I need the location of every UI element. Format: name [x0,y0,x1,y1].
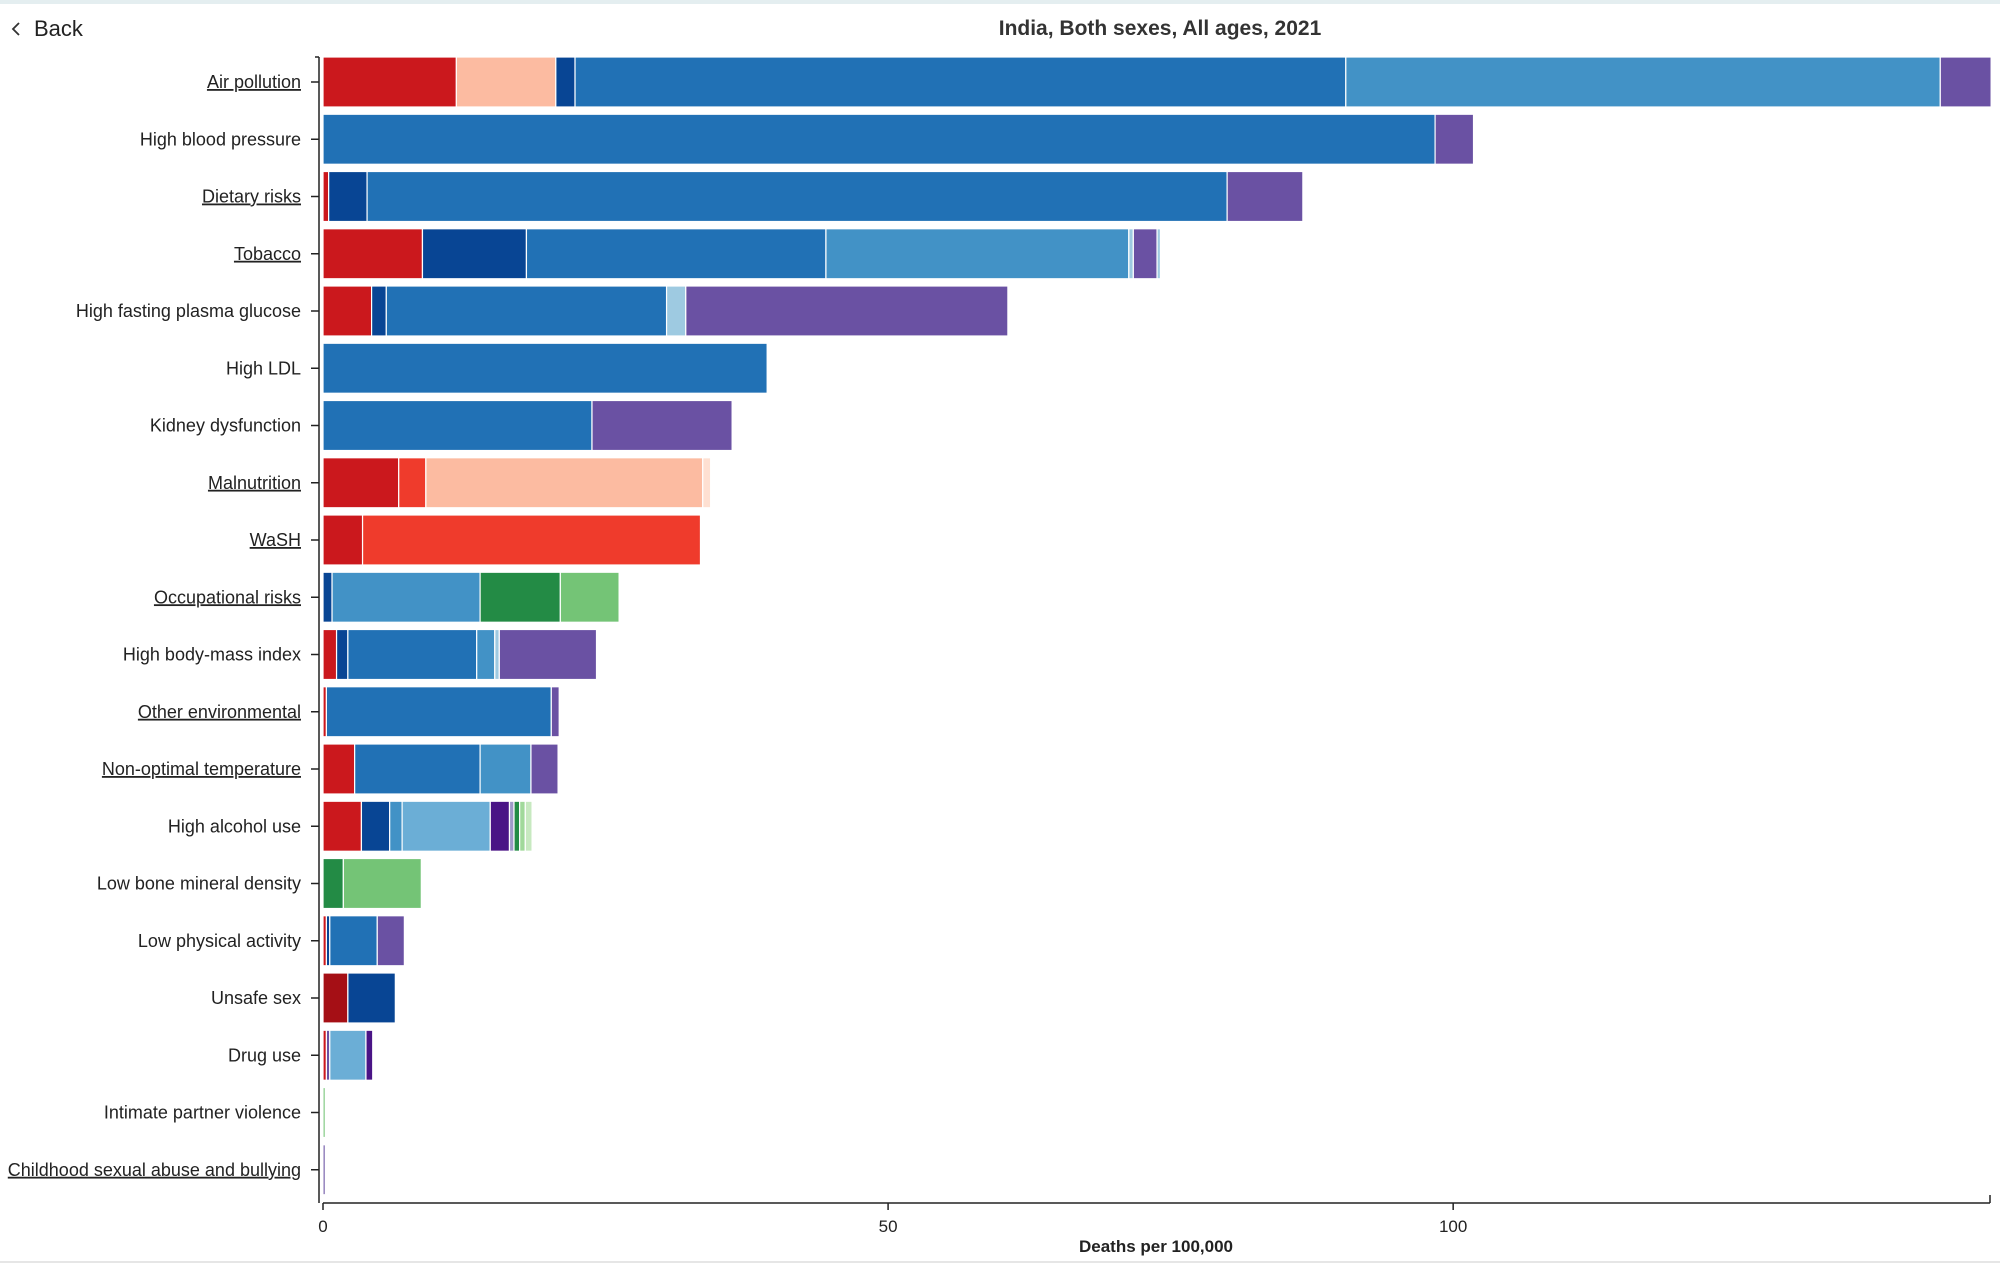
bar-segment-occupational-risks-2[interactable] [479,571,561,623]
bar-segment-high-body-mass-index-3[interactable] [476,628,496,681]
bar-segment-high-body-mass-index-0[interactable] [322,628,338,681]
bar-segment-childhood-sexual-abuse-and-bullying-0[interactable] [322,1144,326,1196]
category-label-tobacco[interactable]: Tobacco [234,244,301,264]
chart-title: India, Both sexes, All ages, 2021 [999,17,1322,40]
bar-segment-malnutrition-0[interactable] [322,457,400,509]
bar-segment-intimate-partner-violence-0[interactable] [322,1086,326,1139]
bar-segment-low-bone-mineral-density-0[interactable] [322,857,344,910]
x-axis-title: Deaths per 100,000 [1079,1237,1233,1256]
bar-segment-high-body-mass-index-1[interactable] [335,628,349,681]
bar-segment-tobacco-0[interactable] [322,228,424,280]
category-label-dietary-risks[interactable]: Dietary risks [202,187,301,207]
bar-segment-high-fasting-plasma-glucose-3[interactable] [665,285,687,337]
bar-segment-high-alcohol-use-2[interactable] [389,800,403,852]
bar-segment-high-alcohol-use-6[interactable] [513,800,521,852]
bar-segment-low-physical-activity-2[interactable] [329,915,378,967]
category-label-high-blood-pressure: High blood pressure [140,129,301,149]
bar-segment-high-alcohol-use-0[interactable] [322,800,363,852]
bar-segment-occupational-risks-1[interactable] [331,571,481,623]
bar-segment-non-optimal-temperature-3[interactable] [530,743,559,795]
category-label-high-ldl: High LDL [226,358,301,378]
x-tick-label: 50 [879,1217,898,1236]
bar-segment-wash-1[interactable] [361,514,702,566]
category-label-childhood-sexual-abuse-and-bullying[interactable]: Childhood sexual abuse and bullying [8,1160,301,1180]
bar-segment-tobacco-4[interactable] [1128,228,1134,280]
bar-segment-malnutrition-2[interactable] [425,457,704,509]
bar-segment-occupational-risks-3[interactable] [559,571,620,623]
x-tick-label: 0 [318,1217,327,1236]
chevron-left-icon [10,21,22,37]
bar-segment-air-pollution-2[interactable] [555,56,576,108]
bar-segment-high-alcohol-use-8[interactable] [524,800,533,852]
bar-segment-malnutrition-3[interactable] [702,457,712,509]
category-label-non-optimal-temperature[interactable]: Non-optimal temperature [102,759,301,779]
bar-segment-unsafe-sex-0[interactable] [322,972,349,1024]
bar-segment-wash-0[interactable] [322,514,364,566]
bar-segment-dietary-risks-0[interactable] [322,170,330,223]
bar-segment-unsafe-sex-1[interactable] [347,972,396,1024]
bar-segment-kidney-dysfunction-0[interactable] [322,399,593,452]
bar-segment-air-pollution-0[interactable] [322,56,457,108]
bar-segment-high-body-mass-index-5[interactable] [498,628,598,681]
category-label-drug-use: Drug use [228,1045,301,1065]
bar-segment-drug-use-3[interactable] [365,1029,374,1081]
bar-segment-tobacco-6[interactable] [1156,228,1162,280]
category-label-wash[interactable]: WaSH [250,530,301,550]
category-label-intimate-partner-violence: Intimate partner violence [104,1103,301,1123]
bar-segment-low-bone-mineral-density-1[interactable] [342,857,422,910]
category-label-low-bone-mineral-density: Low bone mineral density [97,874,301,894]
bar-segment-high-fasting-plasma-glucose-1[interactable] [370,285,387,337]
bar-segment-high-alcohol-use-1[interactable] [360,800,391,852]
bar-segment-high-alcohol-use-5[interactable] [508,800,515,852]
bar-segment-non-optimal-temperature-2[interactable] [479,743,532,795]
top-divider [0,0,2000,4]
bar-segment-malnutrition-1[interactable] [398,457,427,509]
category-label-unsafe-sex: Unsafe sex [211,988,301,1008]
category-label-high-fasting-plasma-glucose: High fasting plasma glucose [76,301,301,321]
bar-segment-air-pollution-1[interactable] [455,56,557,108]
bar-segment-occupational-risks-0[interactable] [322,571,333,623]
bar-segment-high-fasting-plasma-glucose-4[interactable] [685,285,1009,337]
bar-segment-high-body-mass-index-4[interactable] [494,628,500,681]
bar-segment-high-alcohol-use-4[interactable] [489,800,511,852]
bar-segment-air-pollution-5[interactable] [1939,56,1992,108]
category-label-malnutrition[interactable]: Malnutrition [208,473,301,493]
back-label: Back [34,16,83,41]
bar-segment-air-pollution-4[interactable] [1345,56,1941,108]
bar-segment-air-pollution-3[interactable] [574,56,1347,108]
bar-segment-other-environmental-1[interactable] [325,686,552,738]
category-label-kidney-dysfunction: Kidney dysfunction [150,416,301,436]
bar-segment-high-body-mass-index-2[interactable] [347,628,478,681]
bar-segment-high-fasting-plasma-glucose-2[interactable] [385,285,668,337]
bar-segment-tobacco-3[interactable] [825,228,1130,280]
bar-segment-dietary-risks-3[interactable] [1226,170,1304,223]
bar-segment-drug-use-2[interactable] [329,1029,367,1081]
bar-segment-tobacco-5[interactable] [1132,228,1158,280]
bar-segment-high-ldl-0[interactable] [322,342,768,394]
bar-segment-non-optimal-temperature-1[interactable] [354,743,481,795]
bar-segment-tobacco-1[interactable] [421,228,528,280]
bar-segment-high-alcohol-use-3[interactable] [401,800,491,852]
category-label-occupational-risks[interactable]: Occupational risks [154,587,301,607]
bar-segment-high-alcohol-use-7[interactable] [519,800,526,852]
bottom-divider [0,1261,2000,1263]
bar-segment-kidney-dysfunction-1[interactable] [591,399,733,452]
bar-segment-high-fasting-plasma-glucose-0[interactable] [322,285,373,337]
category-label-high-alcohol-use: High alcohol use [168,816,301,836]
bar-segment-non-optimal-temperature-0[interactable] [322,743,356,795]
back-button[interactable]: Back [10,16,83,42]
bar-segment-dietary-risks-2[interactable] [366,170,1228,223]
x-tick-label: 100 [1439,1217,1467,1236]
category-label-air-pollution[interactable]: Air pollution [207,72,301,92]
bar-segment-high-blood-pressure-1[interactable] [1434,113,1475,165]
bar-segment-high-blood-pressure-0[interactable] [322,113,1436,165]
bar-segment-low-physical-activity-3[interactable] [376,915,405,967]
category-label-low-physical-activity: Low physical activity [138,931,301,951]
category-label-high-body-mass-index: High body-mass index [123,645,301,665]
bar-segment-tobacco-2[interactable] [525,228,827,280]
bar-segment-dietary-risks-1[interactable] [328,170,368,223]
category-label-other-environmental[interactable]: Other environmental [138,702,301,722]
bar-segment-other-environmental-2[interactable] [550,686,560,738]
